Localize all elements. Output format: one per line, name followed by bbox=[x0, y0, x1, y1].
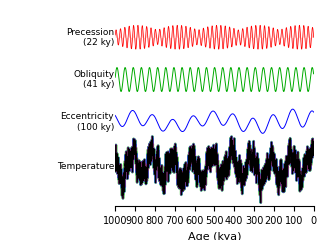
Text: Obliquity
(41 ky): Obliquity (41 ky) bbox=[73, 70, 114, 89]
Text: Eccentricity
(100 ky): Eccentricity (100 ky) bbox=[60, 112, 114, 132]
X-axis label: Age (kya): Age (kya) bbox=[188, 232, 241, 240]
Text: Temperature: Temperature bbox=[57, 162, 114, 171]
Text: Precession
(22 ky): Precession (22 ky) bbox=[66, 28, 114, 47]
